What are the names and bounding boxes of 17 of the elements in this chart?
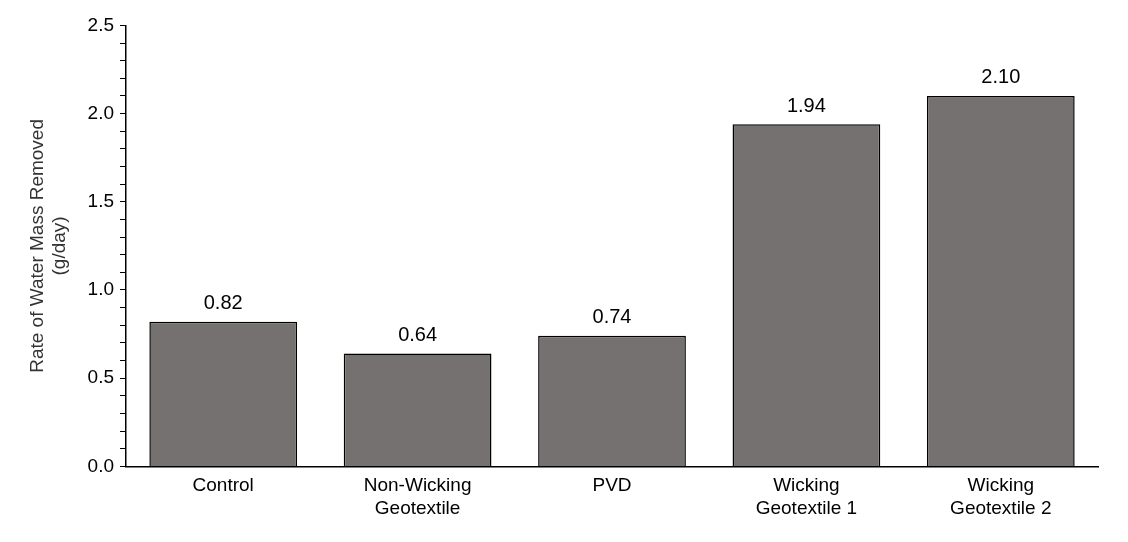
x-tick-label: Wicking Geotextile 1 xyxy=(755,474,858,518)
x-tick-label: PVD xyxy=(592,474,632,496)
x-tick-label: Control xyxy=(192,474,254,496)
y-axis-title: Rate of Water Mass Removed (g/day) xyxy=(25,119,70,373)
y-tick-label: 2.0 xyxy=(87,101,115,123)
data-label: 0.74 xyxy=(592,305,632,328)
y-tick-label: 0.5 xyxy=(87,366,115,388)
y-tick-label: 2.5 xyxy=(87,13,115,35)
y-tick-label: 1.0 xyxy=(87,278,115,300)
x-tick-label: Wicking Geotextile 2 xyxy=(950,474,1052,518)
data-label: 1.94 xyxy=(786,93,826,116)
data-label: 2.10 xyxy=(981,65,1021,88)
data-label: 0.82 xyxy=(203,291,243,314)
y-tick-label: 0.0 xyxy=(87,454,115,476)
data-label: 0.64 xyxy=(398,323,438,346)
y-tick-label: 1.5 xyxy=(87,190,115,212)
x-tick-label: Non-Wicking Geotextile xyxy=(363,474,472,518)
